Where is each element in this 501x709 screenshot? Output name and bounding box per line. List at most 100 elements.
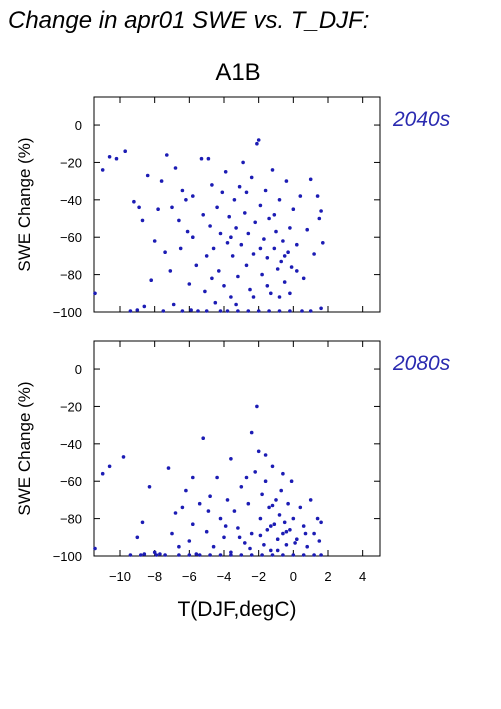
scatter-point (291, 207, 296, 211)
scatter-point (265, 528, 270, 532)
scatter-point (258, 533, 263, 538)
scatter-point (180, 188, 185, 193)
scatter-point (260, 492, 264, 497)
scatter-point (225, 498, 230, 502)
scatter-point (128, 553, 133, 557)
scatter-point (295, 242, 299, 247)
scatter-point (236, 309, 240, 313)
scatter-point (223, 170, 228, 174)
scatter-point (295, 537, 299, 541)
y-tick-label: −100 (53, 305, 82, 320)
scatter-point (317, 216, 322, 221)
y-tick-label: 0 (75, 118, 82, 133)
scatter-point (262, 543, 266, 547)
scatter-point (308, 309, 313, 313)
scatter-point (269, 291, 273, 296)
scatter-point (270, 503, 275, 508)
scatter-point (246, 231, 251, 236)
scatter-point (251, 295, 256, 299)
scatter-point (312, 252, 316, 256)
scatter-point (93, 546, 97, 551)
scatter-point (284, 529, 289, 534)
scatter-point (229, 457, 233, 461)
scatter-point (232, 198, 237, 202)
scatter-point (248, 287, 252, 292)
scatter-point (246, 501, 251, 506)
scatter-point (298, 194, 303, 198)
scatter-point (239, 485, 244, 489)
scatter-point (178, 246, 183, 251)
x-tick-label: −8 (147, 569, 162, 584)
scatter-point (217, 269, 221, 273)
scatter-point (184, 198, 188, 202)
scatter-point (249, 430, 254, 435)
scatter-point (288, 226, 292, 230)
scatter-point (208, 553, 212, 557)
scatter-point (237, 535, 242, 540)
scatter-point (180, 309, 185, 313)
x-axis-label: T(DJF,degC) (177, 598, 296, 621)
scatter-point (308, 498, 313, 502)
scatter-point (229, 550, 233, 555)
scatter-point (277, 309, 282, 313)
scatter-point (215, 475, 219, 480)
y-axis-label: SWE Change (%) (15, 381, 34, 515)
scatter-point (222, 535, 226, 540)
scatter-point (223, 524, 228, 528)
scatter-point (239, 242, 244, 247)
scatter-point (301, 276, 306, 281)
scatter-point (187, 539, 192, 543)
scatter-point (163, 553, 167, 557)
scatter-point (312, 531, 316, 536)
scatter-point (251, 252, 256, 256)
x-tick-label: −4 (217, 569, 232, 584)
scatter-point (315, 516, 320, 521)
scatter-point (142, 304, 147, 309)
scatter-point (262, 237, 266, 241)
scatter-point (208, 224, 212, 228)
scatter-point (239, 553, 244, 557)
scatter-point (275, 537, 280, 541)
scatter-point (213, 300, 218, 305)
scatter-point (288, 528, 292, 532)
scatter-point (201, 213, 205, 217)
scatter-point (253, 220, 257, 225)
y-tick-label: −40 (60, 437, 82, 452)
scatter-point (121, 455, 126, 459)
scatter-point (263, 453, 268, 457)
scatter-point (249, 553, 254, 557)
scatter-point (301, 524, 306, 528)
scatter-point (265, 284, 270, 288)
scatter-point (305, 544, 310, 549)
scatter-point (284, 543, 289, 547)
y-tick-label: −40 (60, 193, 82, 208)
scatter-point (281, 553, 285, 557)
y-tick-label: 0 (75, 362, 82, 377)
scatter-point (220, 190, 225, 195)
scatter-point (272, 213, 277, 217)
scatter-point (241, 160, 245, 165)
scatter-point (191, 194, 195, 198)
scatter-point (279, 488, 284, 493)
scatter-point (258, 203, 263, 208)
scatter-point (194, 552, 199, 556)
scatter-point (230, 254, 235, 258)
scatter-point (123, 149, 127, 153)
scatter-point (258, 516, 263, 521)
scatter-point (265, 255, 270, 260)
scatter-point (275, 548, 280, 553)
scatter-point (132, 199, 136, 204)
scatter-point (291, 553, 296, 557)
scatter-point (274, 229, 278, 234)
scatter-point (152, 550, 157, 555)
scatter-point (255, 404, 259, 409)
y-tick-label: −80 (60, 512, 82, 527)
scatter-point (270, 553, 275, 557)
scatter-point (204, 529, 209, 534)
scatter-point (142, 552, 147, 556)
scatter-series (93, 404, 323, 557)
scatter-point (260, 553, 264, 557)
scatter-point (281, 239, 285, 243)
scatter-point (286, 501, 290, 506)
